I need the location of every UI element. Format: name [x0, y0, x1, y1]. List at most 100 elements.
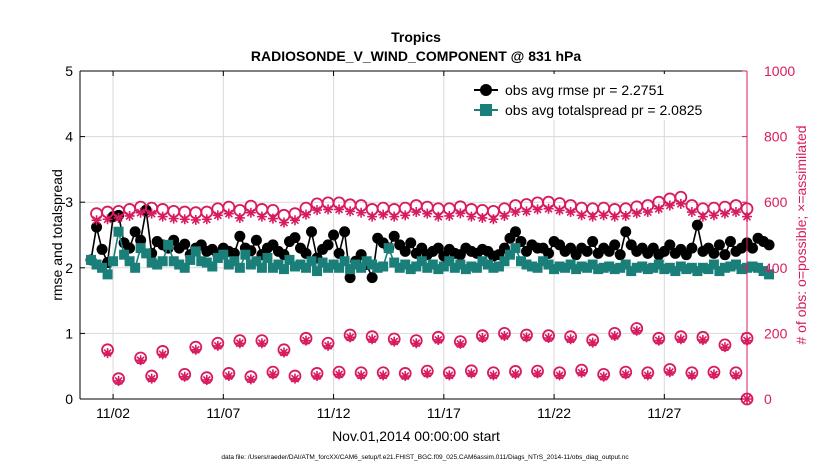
point-obs-assimilated — [664, 200, 675, 211]
point-obs-assimilated — [289, 215, 300, 226]
point-rmse — [234, 230, 246, 242]
point-obs-assimilated — [312, 205, 323, 216]
point-obs-assimilated — [201, 214, 212, 225]
point-obs-assimilated — [223, 208, 234, 219]
point-spread — [697, 262, 708, 273]
x-axis-label: Nov.01,2014 00:00:00 start — [332, 428, 500, 444]
point-spread — [725, 261, 736, 272]
point-rmse — [339, 226, 351, 238]
point-spread — [389, 257, 400, 268]
point-obs-assimilated — [289, 373, 300, 384]
point-spread — [730, 259, 741, 270]
point-obs-assimilated — [157, 211, 168, 222]
point-spread — [168, 256, 179, 267]
y-axis-label-left: rmse and totalspread — [49, 169, 65, 301]
point-spread — [405, 264, 416, 275]
point-spread — [593, 264, 604, 275]
point-obs-assimilated — [223, 371, 234, 382]
series-3 — [91, 198, 752, 228]
y-tick-label-left: 1 — [65, 325, 73, 341]
point-obs-assimilated — [146, 373, 157, 384]
y-tick-label-right: 200 — [764, 325, 788, 341]
point-obs-assimilated — [730, 207, 741, 218]
point-obs-assimilated — [554, 205, 565, 216]
point-spread — [339, 256, 350, 267]
point-spread — [306, 256, 317, 267]
point-rmse — [664, 239, 676, 251]
point-obs-assimilated — [345, 206, 356, 217]
point-spread — [356, 262, 367, 273]
point-spread — [560, 262, 571, 273]
point-obs-assimilated — [135, 355, 146, 366]
point-spread — [91, 259, 102, 270]
point-spread — [427, 259, 438, 270]
point-obs-assimilated — [708, 210, 719, 221]
y-axis-label-right: # of obs: o=possible; ×=assimilated — [793, 125, 809, 344]
point-obs-assimilated — [234, 212, 245, 223]
point-rmse — [344, 272, 356, 284]
point-obs-assimilated — [267, 213, 278, 224]
point-spread — [361, 256, 372, 267]
point-obs-assimilated — [598, 210, 609, 221]
point-spread — [576, 261, 587, 272]
point-spread — [411, 261, 422, 272]
point-spread — [97, 262, 108, 273]
point-spread — [637, 261, 648, 272]
point-spread — [604, 261, 615, 272]
point-spread — [449, 262, 460, 273]
point-rmse — [322, 239, 334, 251]
point-spread — [229, 256, 240, 267]
point-spread — [499, 256, 510, 267]
point-spread — [394, 262, 405, 273]
point-spread — [703, 264, 714, 275]
point-spread — [631, 262, 642, 273]
point-obs-assimilated — [278, 347, 289, 358]
point-obs-assimilated — [389, 336, 400, 347]
point-spread — [471, 262, 482, 273]
point-obs-assimilated — [422, 368, 433, 379]
point-spread — [400, 259, 411, 270]
point-obs-assimilated — [323, 340, 334, 351]
point-obs-assimilated — [245, 374, 256, 385]
point-obs-assimilated — [168, 213, 179, 224]
point-rmse — [708, 247, 720, 259]
point-obs-assimilated — [708, 369, 719, 380]
point-obs-assimilated — [675, 198, 686, 209]
point-spread — [455, 259, 466, 270]
point-spread — [317, 257, 328, 268]
point-spread — [681, 264, 692, 275]
chart-subtitle: RADIOSONDE_V_WIND_COMPONENT @ 831 hPa — [251, 48, 581, 64]
x-tick-label: 11/12 — [317, 405, 351, 421]
point-spread — [422, 262, 433, 273]
point-rmse — [289, 232, 301, 244]
y-tick-label-right: 600 — [764, 194, 788, 210]
point-obs-assimilated — [201, 374, 212, 385]
point-obs-assimilated — [653, 335, 664, 346]
point-obs-assimilated — [212, 340, 223, 351]
point-spread — [251, 256, 262, 267]
point-rmse — [747, 242, 759, 254]
point-obs-assimilated — [146, 208, 157, 219]
point-obs-assimilated — [455, 208, 466, 219]
point-rmse — [333, 247, 345, 259]
point-rmse — [587, 236, 599, 248]
point-obs-assimilated — [345, 332, 356, 343]
point-obs-assimilated — [653, 203, 664, 214]
point-spread — [416, 256, 427, 267]
point-obs-assimilated — [488, 370, 499, 381]
point-obs-assimilated — [422, 208, 433, 219]
point-obs-assimilated — [686, 207, 697, 218]
point-spread — [659, 264, 670, 275]
y-tick-label-left: 4 — [65, 129, 73, 145]
point-spread — [620, 259, 631, 270]
x-tick-label: 11/22 — [537, 405, 571, 421]
point-rmse — [228, 247, 240, 259]
point-spread — [609, 264, 620, 275]
point-spread — [223, 259, 234, 270]
point-spread — [284, 254, 295, 265]
point-spread — [328, 259, 339, 270]
point-obs-assimilated — [609, 331, 620, 342]
legend-label-spread: obs avg totalspread pr = 2.0825 — [505, 102, 703, 118]
point-rmse — [581, 245, 593, 257]
point-spread — [323, 262, 334, 273]
